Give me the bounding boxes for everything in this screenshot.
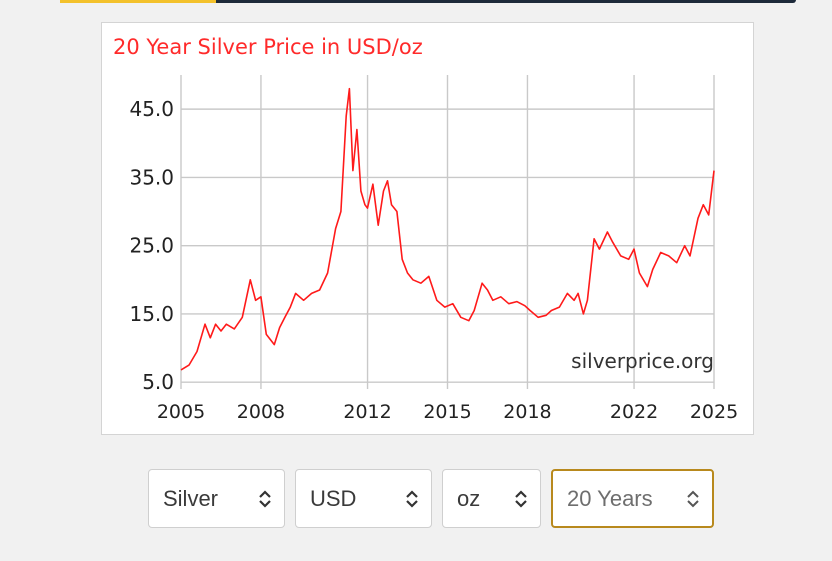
updown-chevron-icon: [406, 489, 418, 508]
updown-chevron-icon: [259, 489, 271, 508]
x-tick-label: 2005: [157, 401, 205, 423]
updown-chevron-icon: [515, 489, 527, 508]
period-select[interactable]: 20 Years: [551, 469, 714, 528]
updown-chevron-icon: [687, 490, 699, 507]
metal-select-value: Silver: [163, 485, 219, 511]
x-tick-label: 2018: [503, 401, 551, 423]
x-tick-label: 2022: [610, 401, 658, 423]
unit-select[interactable]: oz: [442, 469, 541, 528]
x-tick-label: 2012: [343, 401, 391, 423]
tick-layer: 5.0 15.0 25.0 35.0 45.0 2005 2008 2012 2015 2018 2…: [129, 97, 738, 423]
price-series-line: [180, 87, 715, 371]
y-tick-label: 25.0: [129, 234, 174, 258]
chart-title: 20 Year Silver Price in USD/oz: [113, 35, 423, 59]
currency-select[interactable]: USD: [295, 469, 432, 528]
top-nav-accent: [60, 0, 216, 3]
y-tick-label: 45.0: [129, 97, 174, 121]
series-layer: [180, 87, 715, 371]
x-tick-label: 2015: [423, 401, 471, 423]
currency-select-value: USD: [310, 485, 357, 511]
watermark: silverprice.org: [571, 349, 714, 373]
unit-select-value: oz: [457, 485, 481, 511]
y-tick-label: 35.0: [129, 165, 174, 189]
x-tick-label: 2008: [237, 401, 285, 423]
chart-controls: Silver USD oz 20 Years: [148, 469, 714, 528]
price-chart: 20 Year Silver Price in USD/oz 5.0 15.0 25…: [113, 35, 738, 423]
x-tick-label: 2025: [690, 401, 738, 423]
metal-select[interactable]: Silver: [148, 469, 285, 528]
y-tick-label: 15.0: [129, 302, 174, 326]
y-tick-label: 5.0: [142, 370, 174, 394]
chart-card: 20 Year Silver Price in USD/oz 5.0 15.0 25…: [101, 22, 754, 435]
top-nav-strip: [60, 0, 796, 3]
period-select-value: 20 Years: [567, 485, 653, 511]
grid-layer: [180, 75, 715, 389]
